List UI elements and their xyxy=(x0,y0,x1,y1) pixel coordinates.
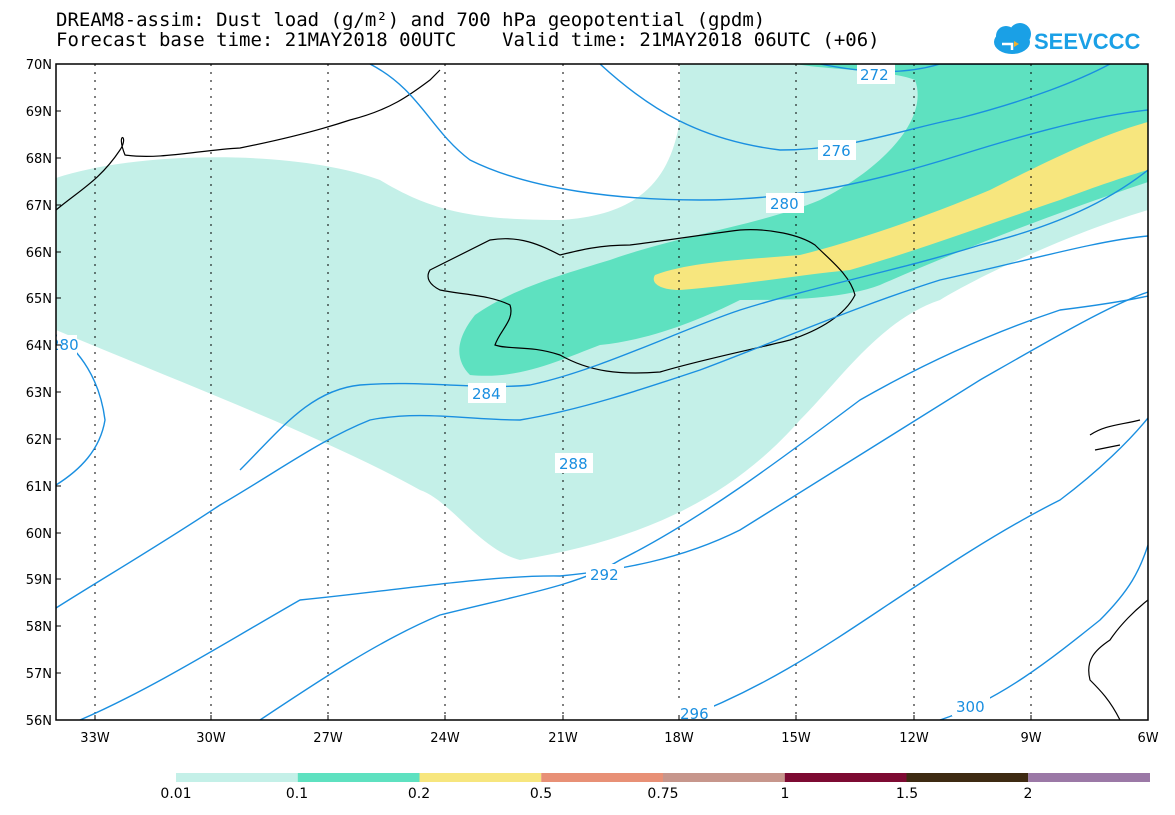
lat-label: 63N xyxy=(26,386,52,401)
scotland-coast xyxy=(1088,599,1148,720)
lat-label: 59N xyxy=(26,573,52,588)
lon-label: 18W xyxy=(664,731,694,746)
contour-276 xyxy=(599,64,1111,151)
contour-300 xyxy=(679,417,1148,720)
lat-label: 60N xyxy=(26,527,52,542)
contour-288 xyxy=(56,235,1148,609)
contour-280-north xyxy=(369,64,1148,201)
contour-292 xyxy=(79,291,1148,720)
coastlines xyxy=(56,69,1148,720)
contour-labels: 272 276 280 284 288 292 296 300 280 xyxy=(50,64,990,723)
lat-label: 69N xyxy=(26,105,52,120)
contour-label-280: 280 xyxy=(770,195,799,213)
lon-label: 9W xyxy=(1020,731,1041,746)
colorbar-label: 0.1 xyxy=(286,786,308,802)
colorbar-label: 1.5 xyxy=(896,786,918,802)
colorbar-swatch xyxy=(176,773,298,782)
colorbar-swatch xyxy=(784,773,907,782)
lon-label: 6W xyxy=(1137,731,1158,746)
colorbar-label: 1 xyxy=(781,786,790,802)
contour-label-300: 300 xyxy=(956,698,985,716)
lat-label: 68N xyxy=(26,152,52,167)
lat-label: 64N xyxy=(26,339,52,354)
lon-label: 12W xyxy=(899,731,929,746)
contour-304 xyxy=(939,544,1148,720)
lat-label: 61N xyxy=(26,480,52,495)
colorbar-label: 0.75 xyxy=(647,786,678,802)
colorbar-swatch xyxy=(541,773,663,782)
dust-area-0.1 xyxy=(459,64,1148,376)
contour-label-292: 292 xyxy=(590,566,619,584)
cloud-logo-icon xyxy=(994,23,1031,54)
lat-label: 70N xyxy=(26,58,52,73)
lat-label: 66N xyxy=(26,246,52,261)
seevccc-logo: SEEVCCC xyxy=(994,23,1140,54)
lat-label: 56N xyxy=(26,714,52,729)
axis-ticks xyxy=(56,63,1032,720)
iceland-coast xyxy=(427,229,856,374)
lon-label: 15W xyxy=(781,731,811,746)
contour-280-west xyxy=(56,334,106,486)
contour-label-284: 284 xyxy=(472,385,501,403)
colorbar-labels: 0.01 0.1 0.2 0.5 0.75 1 1.5 2 xyxy=(160,786,1032,802)
lon-label: 27W xyxy=(313,731,343,746)
contour-label-280-west: 280 xyxy=(50,336,79,354)
faroe-shetland-coast xyxy=(1089,419,1141,451)
contour-label-296: 296 xyxy=(680,705,709,723)
longitude-labels: 33W 30W 27W 24W 21W 18W 15W 12W 9W 6W xyxy=(80,731,1158,746)
greenland-coast xyxy=(56,69,441,211)
lat-label: 67N xyxy=(26,199,52,214)
contour-label-288: 288 xyxy=(559,455,588,473)
contour-284 xyxy=(239,169,1148,471)
colorbar-swatch xyxy=(297,773,420,782)
colorbar xyxy=(176,773,1150,782)
grid-lines xyxy=(94,64,1032,720)
lat-label: 65N xyxy=(26,292,52,307)
dust-area-0.2 xyxy=(653,122,1148,290)
lon-label: 30W xyxy=(196,731,226,746)
colorbar-swatch xyxy=(1028,773,1150,782)
colorbar-label: 0.2 xyxy=(408,786,430,802)
colorbar-label: 0.5 xyxy=(530,786,552,802)
colorbar-label: 2 xyxy=(1024,786,1033,802)
lon-label: 33W xyxy=(80,731,110,746)
colorbar-swatch xyxy=(419,773,542,782)
lat-label: 62N xyxy=(26,433,52,448)
lon-label: 21W xyxy=(548,731,578,746)
lat-label: 57N xyxy=(26,667,52,682)
contour-label-276: 276 xyxy=(822,142,851,160)
chart-subtitle: Forecast base time: 21MAY2018 00UTC Vali… xyxy=(56,29,880,51)
colorbar-label: 0.01 xyxy=(160,786,191,802)
dust-fill-areas xyxy=(56,64,1148,560)
contour-296 xyxy=(259,295,1148,720)
geopotential-contours xyxy=(56,64,1148,720)
contour-label-272: 272 xyxy=(860,66,889,84)
chart-title: DREAM8-assim: Dust load (g/m²) and 700 h… xyxy=(56,9,766,31)
lat-label: 58N xyxy=(26,620,52,635)
logo-text: SEEVCCC xyxy=(1034,29,1140,54)
lon-label: 24W xyxy=(430,731,460,746)
colorbar-swatch xyxy=(906,773,1029,782)
colorbar-swatch xyxy=(663,773,785,782)
latitude-labels: 70N 69N 68N 67N 66N 65N 64N 63N 62N 61N … xyxy=(26,58,52,729)
